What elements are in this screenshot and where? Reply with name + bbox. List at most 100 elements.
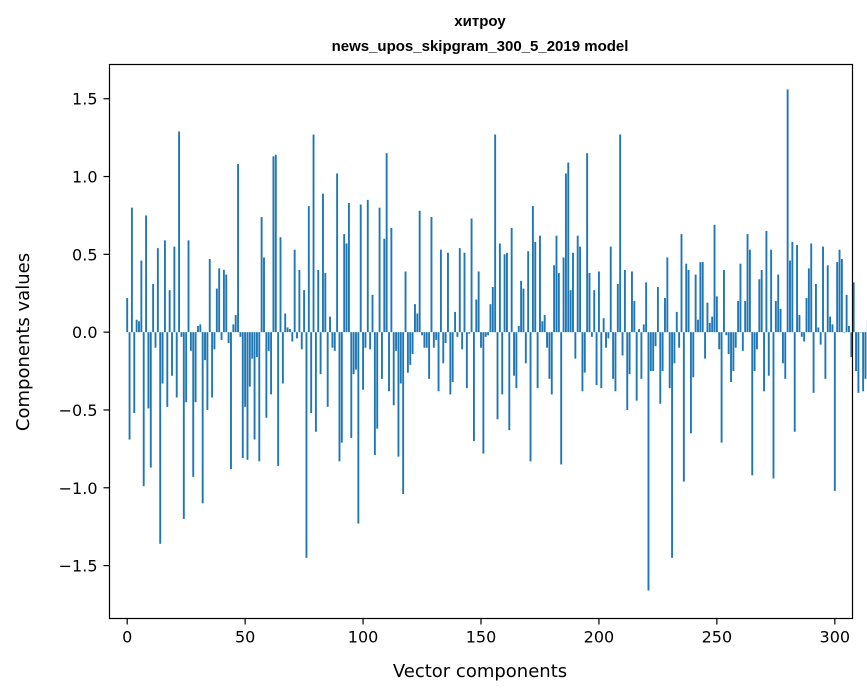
y-tick-label: 1.5 (72, 90, 97, 109)
bar-261 (741, 332, 744, 351)
bar-46 (234, 315, 237, 333)
bar-56 (258, 332, 261, 462)
bar-115 (397, 332, 400, 457)
bar-198 (593, 290, 596, 333)
bar-221 (647, 332, 650, 591)
bar-137 (449, 332, 452, 395)
bar-110 (385, 153, 388, 333)
bar-158 (498, 243, 501, 333)
bar-168 (522, 288, 525, 333)
bar-253 (723, 269, 725, 333)
bar-286 (800, 332, 803, 337)
bar-295 (822, 246, 824, 333)
bar-58 (263, 257, 265, 333)
bar-42 (225, 274, 228, 333)
bar-219 (642, 324, 645, 333)
bar-19 (171, 332, 173, 376)
bar-105 (373, 332, 376, 456)
bar-217 (638, 329, 640, 333)
bar-246 (706, 302, 709, 333)
y-tick-label: 1.0 (72, 168, 97, 187)
x-tick-label: 200 (584, 628, 615, 647)
bar-38 (215, 288, 218, 333)
bar-54 (253, 332, 256, 440)
bar-60 (267, 332, 270, 351)
bar-83 (322, 193, 324, 333)
x-tick-label: 100 (348, 628, 379, 647)
bar-259 (737, 301, 740, 333)
bar-250 (715, 296, 718, 333)
x-tick-label: 150 (466, 628, 497, 647)
bar-277 (779, 308, 782, 333)
bar-32 (201, 332, 204, 504)
bar-296 (824, 332, 827, 379)
bar-213 (628, 332, 631, 375)
bar-269 (760, 269, 763, 333)
bar-159 (501, 332, 504, 395)
bar-93 (345, 243, 348, 333)
bar-77 (307, 206, 310, 333)
bar-62 (272, 156, 275, 333)
bar-190 (574, 332, 577, 359)
bar-36 (211, 332, 214, 398)
bar-169 (524, 332, 527, 364)
bar-13 (156, 248, 159, 333)
bar-311 (859, 332, 862, 333)
bar-260 (739, 263, 742, 333)
bar-292 (815, 283, 817, 333)
bar-78 (310, 332, 313, 414)
bar-9 (147, 332, 150, 409)
bar-151 (482, 332, 485, 454)
bar-291 (812, 332, 815, 393)
bar-244 (701, 262, 704, 333)
bar-106 (376, 332, 379, 429)
bar-140 (456, 332, 459, 337)
bar-312 (862, 332, 865, 392)
bar-30 (197, 325, 199, 333)
bar-268 (758, 279, 761, 333)
bar-206 (612, 332, 615, 379)
bar-122 (414, 304, 416, 333)
bar-82 (319, 332, 322, 375)
bar-135 (444, 332, 447, 344)
bar-95 (350, 332, 353, 438)
bar-194 (583, 332, 586, 373)
bar-281 (789, 260, 791, 333)
bar-241 (694, 274, 697, 333)
bar-294 (819, 332, 822, 345)
bar-299 (831, 324, 834, 333)
bar-177 (543, 315, 546, 333)
bar-302 (838, 249, 841, 333)
bar-94 (347, 203, 350, 333)
bar-138 (451, 332, 454, 382)
bar-27 (189, 332, 192, 351)
bar-226 (659, 332, 662, 404)
bar-52 (248, 332, 251, 387)
bar-191 (576, 235, 579, 333)
bar-186 (564, 173, 567, 333)
x-tick-label: 250 (702, 628, 733, 647)
bar-199 (595, 332, 598, 386)
x-axis-ticks: 0 50 100 150 200 250 300 (122, 618, 850, 647)
bar-245 (704, 332, 707, 359)
bar-208 (616, 283, 619, 333)
bar-180 (550, 332, 553, 395)
bar-144 (465, 332, 468, 389)
bar-173 (534, 241, 537, 333)
bar-266 (753, 332, 756, 372)
bar-229 (666, 257, 669, 333)
bar-187 (567, 162, 570, 333)
bar-289 (807, 268, 810, 333)
bar-242 (697, 319, 699, 333)
bar-59 (265, 332, 268, 418)
bar-228 (664, 297, 666, 333)
bar-205 (609, 246, 612, 333)
bar-48 (239, 332, 242, 337)
bar-234 (678, 332, 681, 348)
bar-4 (135, 319, 138, 333)
bar-63 (274, 154, 277, 333)
bar-171 (529, 332, 532, 462)
bar-204 (607, 332, 610, 339)
bar-101 (364, 332, 367, 348)
y-tick-label: 0.5 (72, 245, 97, 264)
